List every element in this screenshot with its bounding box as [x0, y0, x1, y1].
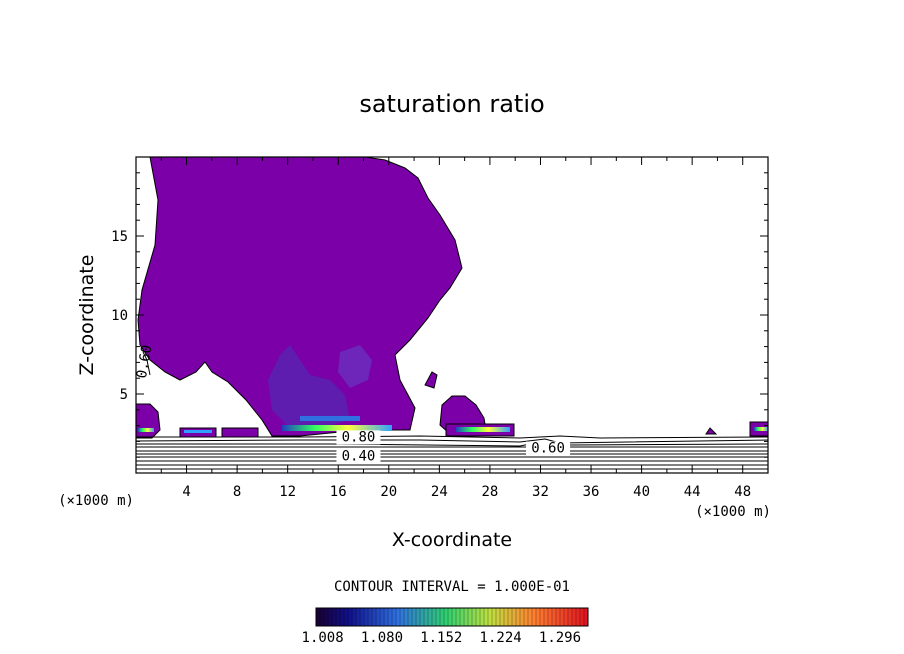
plot-area: 0.80 0.40 0.60 0.60	[134, 157, 768, 470]
x-tick-label: 20	[380, 484, 397, 500]
contour-label: 0.60	[134, 344, 156, 380]
high-sat-band	[300, 416, 360, 421]
chart-title: saturation ratio	[359, 90, 544, 118]
high-sat-band	[282, 425, 392, 431]
colorbar-tick-label: 1.080	[361, 630, 403, 646]
colorbar-labels: 1.008 1.080 1.152 1.224 1.296	[302, 630, 582, 646]
contour-interval-text: CONTOUR INTERVAL = 1.000E-01	[334, 579, 570, 595]
contour-label: 0.60	[531, 440, 565, 456]
x-tick-label: 36	[583, 484, 600, 500]
contour-label: 0.80	[342, 429, 376, 445]
x-tick-label: 40	[633, 484, 650, 500]
contour-labels: 0.80 0.40 0.60 0.60	[134, 344, 571, 464]
inner-patch	[338, 345, 372, 388]
left-edge-fill	[136, 403, 161, 439]
high-sat-band	[184, 430, 212, 433]
y-tick-label: 15	[111, 229, 128, 245]
x-tick-label: 24	[431, 484, 448, 500]
high-sat-band	[754, 427, 768, 431]
contour-label-bg	[336, 449, 381, 464]
x-tick-label: 8	[233, 484, 241, 500]
y-tick-label: 5	[120, 387, 128, 403]
inner-patch	[268, 345, 350, 428]
x-tick-label: 32	[532, 484, 549, 500]
contour-label-bg	[526, 441, 571, 456]
colorbar-stripes	[319, 608, 585, 626]
y-tick-label: 10	[111, 308, 128, 324]
isolated-cell	[424, 371, 438, 389]
high-sat-band	[138, 428, 154, 432]
x-tick-label: 4	[182, 484, 190, 500]
x-tick-label: 16	[330, 484, 347, 500]
x-tick-label: 48	[734, 484, 751, 500]
colorbar-tick-label: 1.224	[480, 630, 522, 646]
x-axis-label: X-coordinate	[392, 529, 512, 551]
x-unit-right: (×1000 m)	[695, 504, 771, 520]
contour-label: 0.40	[342, 448, 376, 464]
x-tick-label: 28	[481, 484, 498, 500]
x-unit-left: (×1000 m)	[58, 493, 134, 509]
low-band	[221, 427, 259, 438]
colorbar-tick-label: 1.008	[302, 630, 344, 646]
contour-label-bg	[336, 430, 381, 445]
y-axis-label: Z-coordinate	[76, 255, 98, 376]
colorbar-tick-label: 1.152	[420, 630, 462, 646]
x-tick-label: 12	[279, 484, 296, 500]
colorbar-tick-label: 1.296	[539, 630, 581, 646]
x-tick-label: 44	[684, 484, 701, 500]
small-cell	[705, 427, 718, 435]
high-sat-band	[456, 427, 510, 432]
